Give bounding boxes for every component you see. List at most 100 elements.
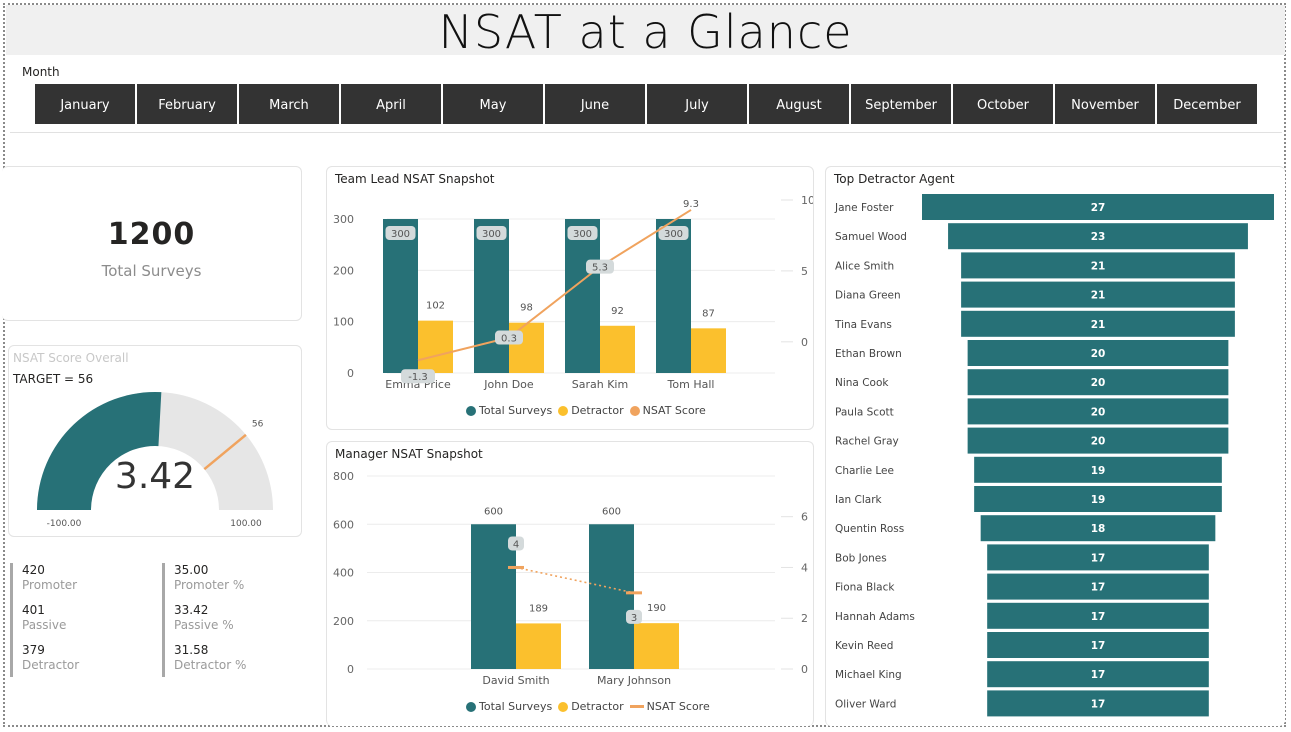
manager-chart: 0 200 400 600 800 0 2 4 6 189 David Smith 600 190 Mar… (333, 470, 808, 687)
month-button-january[interactable]: January (35, 84, 135, 124)
legend-nsat-score: NSAT Score (646, 700, 710, 713)
team-lead-legend: Total Surveys Detractor NSAT Score (466, 404, 706, 417)
bar-total-surveys (474, 219, 509, 373)
agent-name: Kevin Reed (835, 640, 893, 652)
stat-value: 401 (22, 603, 45, 617)
y-tick-label: 0 (347, 663, 354, 676)
dashboard-frame (3, 3, 1286, 727)
detractor-count: 18 (1091, 523, 1106, 535)
month-button-april[interactable]: April (341, 84, 441, 124)
month-slicer: January February March April May June July Augu… (35, 84, 1257, 124)
top-detractor-card: Top Detractor Agent Jane Foster 27 Samuel … (825, 166, 1285, 726)
month-button-september[interactable]: September (851, 84, 951, 124)
month-button-august[interactable]: August (749, 84, 849, 124)
month-button-october[interactable]: October (953, 84, 1053, 124)
detractor-bar (967, 427, 1229, 454)
stats-counts: 420 Promoter 401 Passive 379 Detractor (10, 563, 79, 677)
legend-detractor: Detractor (571, 700, 624, 713)
gauge-min: -100.00 (47, 519, 82, 529)
y2-tick-label: 4 (801, 561, 808, 574)
agent-name: Bob Jones (835, 552, 887, 564)
y-tick-label: 400 (333, 567, 354, 580)
month-button-february[interactable]: February (137, 84, 237, 124)
y2-tick-label: 0 (801, 336, 808, 349)
y2-tick-label: 5 (801, 265, 808, 278)
total-surveys-value: 1200 (107, 217, 196, 252)
stat-value: 420 (22, 563, 45, 577)
stat-label: Passive (22, 618, 67, 632)
data-label-nsat: 0.3 (501, 334, 517, 345)
agent-name: Samuel Wood (835, 231, 907, 243)
bar-total-surveys (383, 219, 418, 373)
x-tick-label: Mary Johnson (597, 674, 671, 687)
y-tick-label: 600 (333, 518, 354, 531)
detractor-count: 20 (1091, 348, 1106, 360)
detractor-bar (922, 194, 1274, 220)
stat-label: Promoter (22, 578, 78, 592)
detractor-count: 17 (1091, 669, 1106, 681)
data-label-nsat: -1.3 (408, 372, 428, 383)
data-label-bg (567, 226, 598, 240)
data-label-detractor: 92 (611, 306, 624, 317)
month-slicer-label: Month (22, 65, 60, 79)
data-label-detractor: 190 (647, 603, 666, 614)
data-label-total: 300 (391, 229, 410, 240)
gauge-value: 3.42 (115, 456, 195, 497)
detractor-count: 17 (1091, 552, 1106, 564)
month-button-november[interactable]: November (1055, 84, 1155, 124)
top-detractor-title: Top Detractor Agent (834, 172, 955, 186)
legend-detractor: Detractor (571, 404, 624, 417)
month-button-july[interactable]: July (647, 84, 747, 124)
stat-value: 35.00 (174, 563, 209, 577)
detractor-bar (987, 544, 1209, 571)
y-tick-label: 200 (333, 615, 354, 628)
detractor-bar (987, 661, 1209, 688)
agent-name: Diana Green (835, 290, 901, 302)
detractor-bar (980, 515, 1216, 542)
data-label-bg (385, 226, 416, 240)
agent-name: Ethan Brown (835, 348, 902, 360)
y-tick-label: 0 (347, 367, 354, 380)
data-label-bg (658, 226, 689, 240)
agent-name: Paula Scott (835, 406, 894, 418)
y2-tick-label: 2 (801, 612, 808, 625)
month-button-march[interactable]: March (239, 84, 339, 124)
detractor-count: 21 (1091, 319, 1106, 331)
detractor-bar (974, 486, 1222, 512)
data-label-bg (508, 536, 524, 551)
detractor-bar (948, 223, 1248, 250)
detractor-count: 17 (1091, 640, 1106, 652)
stats-percentages: 35.00 Promoter % 33.42 Passive % 31.58 Detrac… (162, 563, 246, 677)
gauge-target-value: 56 (252, 419, 264, 429)
gauge-fill (37, 392, 162, 510)
detractor-bar (961, 310, 1235, 337)
detractor-count: 17 (1091, 582, 1106, 594)
x-tick-label: Tom Hall (667, 378, 715, 391)
x-tick-label: John Doe (483, 378, 534, 391)
stat-label: Passive % (174, 618, 234, 632)
detractor-bar (967, 398, 1229, 425)
detractor-bar (987, 632, 1209, 658)
legend-nsat-score: NSAT Score (642, 404, 706, 417)
data-label-total: 300 (664, 229, 683, 240)
agent-name: Hannah Adams (835, 611, 915, 623)
month-button-june[interactable]: June (545, 84, 645, 124)
y2-tick-label: 0 (801, 663, 808, 676)
data-label-bg (401, 369, 435, 384)
month-button-december[interactable]: December (1157, 84, 1257, 124)
agent-name: Rachel Gray (835, 436, 899, 448)
agent-name: Jane Foster (834, 202, 894, 214)
agent-name: Fiona Black (835, 582, 895, 594)
month-button-may[interactable]: May (443, 84, 543, 124)
agent-name: Ian Clark (835, 494, 883, 506)
bar-detractor (634, 623, 679, 669)
data-label-nsat: 9.3 (683, 199, 699, 210)
data-label-detractor: 102 (426, 301, 445, 312)
detractor-count: 17 (1091, 698, 1106, 710)
nsat-gauge: 56 3.42 -100.00 100.00 (37, 392, 273, 529)
bar-detractor (516, 623, 561, 669)
data-label-total: 300 (573, 229, 592, 240)
y-tick-label: 200 (333, 264, 354, 277)
bar-total-surveys (565, 219, 600, 373)
